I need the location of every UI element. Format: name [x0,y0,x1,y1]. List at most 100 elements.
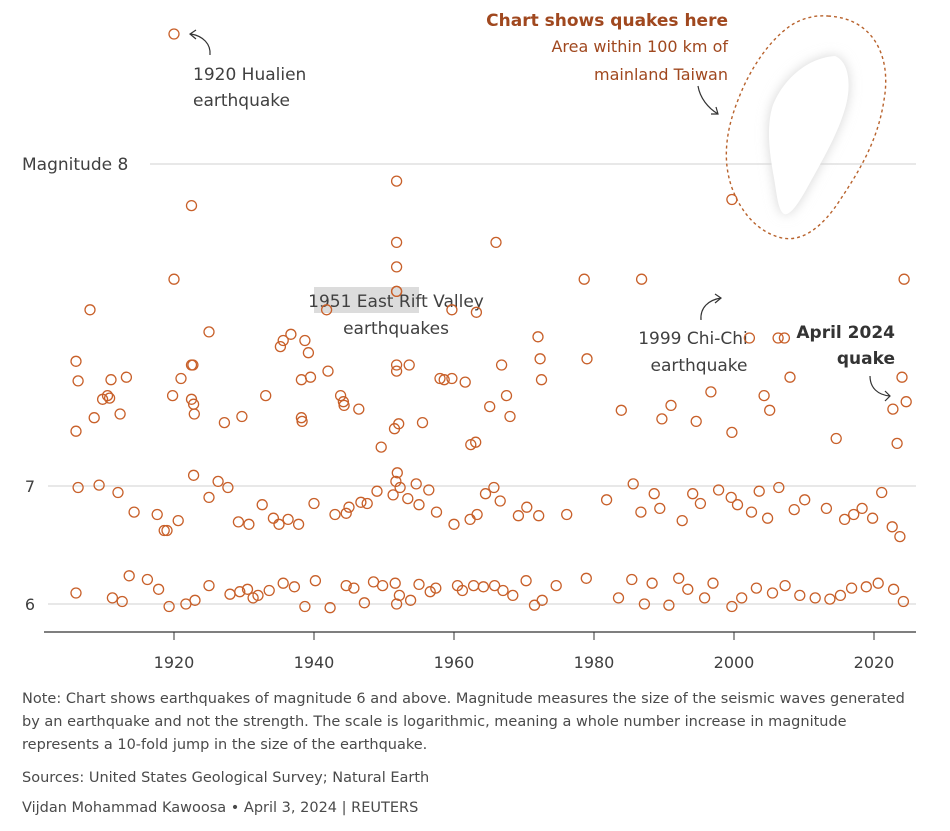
quake-point [241,583,254,595]
quake-point [488,481,500,494]
quake-point [340,507,352,519]
quake-point [745,506,758,518]
quake-point [779,579,791,592]
quake-point [479,488,492,500]
quake-point [299,334,311,347]
x-tick-labels: 1920 1940 1960 1980 2000 2020 [154,653,895,672]
chart-byline: Vijdan Mohammad Kawoosa • April 3, 2024 … [22,797,927,820]
quake-point [676,514,688,527]
y-tick-labels: 6 7 Magnitude 8 [22,155,128,614]
quake-point [166,389,179,402]
quake-point [203,491,215,504]
quake-point [635,273,648,285]
quake-point [402,492,414,505]
quake-point [467,579,480,592]
quake-point [105,374,117,386]
quake-point [273,518,285,530]
quake-point [856,502,868,515]
quake-point [896,371,908,383]
inset-title: Chart shows quakes here [486,11,728,31]
byline-agency: REUTERS [351,800,419,816]
quake-point [413,578,425,591]
quake-point [794,589,806,602]
quake-point [234,586,246,598]
quake-point [477,581,490,593]
quake-point [187,359,199,371]
hualien-arrow-head [188,29,197,40]
quake-point [753,485,765,497]
quake-point [168,28,180,40]
quake-point [302,347,315,359]
quake-point [654,502,666,515]
quake-point [114,408,126,420]
x-axis [44,631,916,640]
quake-point [707,577,719,589]
quake-point [784,371,796,383]
quake-point [393,589,406,602]
chichi-label-line-2: earthquake [651,356,748,376]
quake-point [152,583,165,595]
quake-point [72,481,84,494]
quake-point [260,389,272,402]
quake-point [416,416,429,429]
quake-point [116,595,128,608]
quake-point [520,575,532,587]
quake-point [750,582,763,594]
quake-point [464,513,476,526]
quake-point [778,332,791,344]
quake-point [470,436,482,448]
quake-point [292,518,305,530]
quake-point [561,508,573,521]
quake-point [309,575,322,587]
quake-point [470,306,483,318]
quake-point [353,403,365,415]
quake-point [141,573,154,586]
quake-point [424,586,436,598]
quake-point [504,410,516,423]
quake-point [824,593,836,605]
quake-point [355,496,367,508]
quake-point [72,375,84,387]
quake-point [766,587,779,599]
quake-point [578,273,590,285]
quake-point [390,285,403,298]
quake-point [329,508,341,521]
quake-point [600,494,613,506]
april-2024-arrow-head [884,390,891,402]
quake-point [322,365,334,377]
quake-point [168,273,180,285]
quake-point [459,376,471,388]
quake-point [295,412,308,424]
april-2024-label-line-1: April 2024 [796,323,895,343]
quake-point [387,489,399,501]
quake-point [532,331,544,343]
quake-point [612,592,625,604]
quake-point [550,579,562,592]
buffer-area-outline [725,15,887,240]
chichi-label-line-1: 1999 Chi-Chi [638,329,748,349]
quake-point [886,521,898,533]
quake-point [490,236,502,249]
quake-point [887,583,900,595]
quake-point [224,588,236,600]
byline-separator-bar: | [341,800,347,816]
quake-point [348,582,360,594]
quake-point [175,372,187,385]
quake-point [358,597,371,609]
quake-point [726,193,738,206]
quake-point [845,582,858,594]
quake-point [151,508,163,521]
quake-point [471,508,483,521]
quake-point [743,332,756,344]
east-rift-label-line-2: earthquakes [343,319,449,339]
april-2024-label-line-2: quake [837,349,895,369]
quake-point [390,359,403,371]
quake-point [656,413,668,425]
quake-point [725,491,737,504]
east-rift-label-line-1: 1951 East Rift Valley [308,292,484,312]
quake-point [243,518,255,530]
quake-point [434,372,446,385]
quake-point [834,589,847,602]
gridlines [48,163,916,605]
quake-point [343,501,355,513]
